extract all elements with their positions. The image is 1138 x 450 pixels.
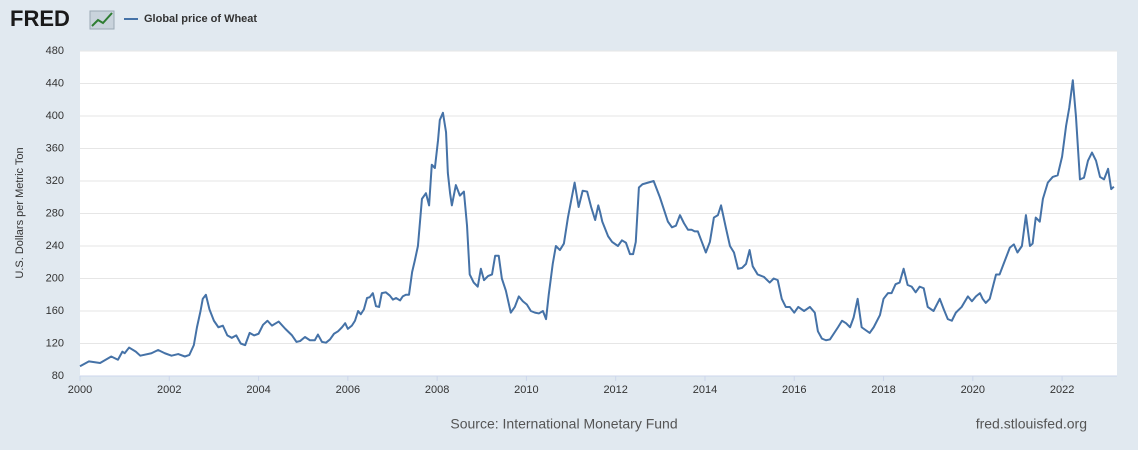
x-tick-label: 2022 — [1050, 384, 1074, 396]
x-tick-label: 2008 — [425, 384, 449, 396]
x-tick-label: 2012 — [603, 384, 627, 396]
x-tick-label: 2016 — [782, 384, 806, 396]
x-tick-label: 2006 — [336, 384, 360, 396]
y-tick-label: 440 — [46, 77, 64, 89]
logo: FRED — [10, 6, 70, 31]
y-tick-label: 280 — [46, 207, 64, 219]
y-tick-label: 240 — [46, 240, 64, 252]
x-tick-label: 2020 — [961, 384, 985, 396]
site-url: fred.stlouisfed.org — [976, 416, 1087, 432]
y-tick-label: 120 — [46, 337, 64, 349]
y-tick-label: 200 — [46, 272, 64, 284]
x-tick-label: 2004 — [246, 384, 270, 396]
y-tick-label: 480 — [46, 45, 64, 57]
x-tick-label: 2018 — [871, 384, 895, 396]
data-line — [79, 79, 1115, 368]
y-tick-label: 400 — [46, 110, 64, 122]
x-tick-label: 2002 — [157, 384, 181, 396]
y-axis-label: U.S. Dollars per Metric Ton — [14, 147, 26, 278]
x-tick-label: 2010 — [514, 384, 538, 396]
x-tick-label: 2014 — [693, 384, 717, 396]
y-tick-label: 80 — [52, 370, 64, 382]
y-tick-label: 160 — [46, 305, 64, 317]
logo-icon — [89, 10, 115, 30]
x-tick-label: 2000 — [68, 384, 92, 396]
y-tick-label: 360 — [46, 142, 64, 154]
legend-label: Global price of Wheat — [144, 13, 257, 25]
source: Source: International Monetary Fund — [450, 416, 677, 432]
y-tick-label: 320 — [46, 175, 64, 187]
